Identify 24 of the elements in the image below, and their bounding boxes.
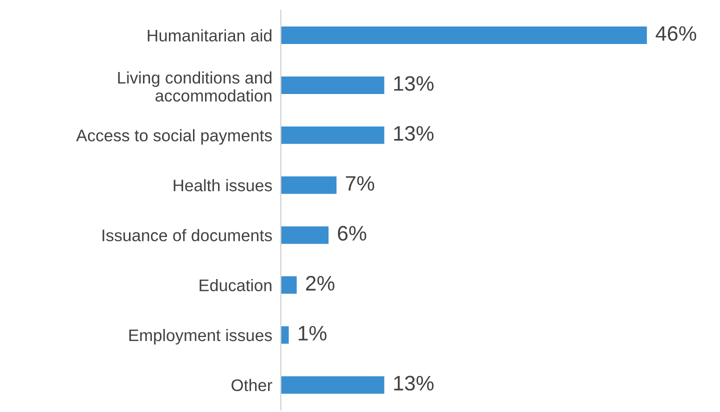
y-tick-label: Health issues [174, 179, 272, 192]
y-tick-label: Issuance of documents [102, 229, 272, 242]
bar [280, 26, 647, 44]
y-tick-label: Living conditions and accommodation [118, 71, 272, 102]
data-label: 2% [306, 276, 334, 291]
y-tick-label: Education [200, 279, 272, 292]
bar [280, 326, 289, 344]
data-label: 13% [394, 76, 434, 91]
data-label: 13% [394, 126, 434, 141]
data-label: 13% [394, 376, 434, 391]
bar [280, 176, 337, 194]
data-label: 7% [346, 176, 374, 191]
bar [280, 76, 384, 94]
bar [280, 376, 384, 394]
y-tick-label: Other [232, 378, 272, 392]
y-tick-label: Employment issues [129, 328, 272, 345]
y-tick-label: Humanitarian aid [148, 29, 272, 42]
bar [280, 276, 297, 294]
data-label: 1% [298, 326, 326, 341]
data-label: 6% [338, 226, 366, 241]
bar [280, 226, 329, 244]
data-label: 46% [656, 26, 696, 41]
y-tick-label: Access to social payments [76, 129, 272, 145]
bar [280, 126, 384, 144]
